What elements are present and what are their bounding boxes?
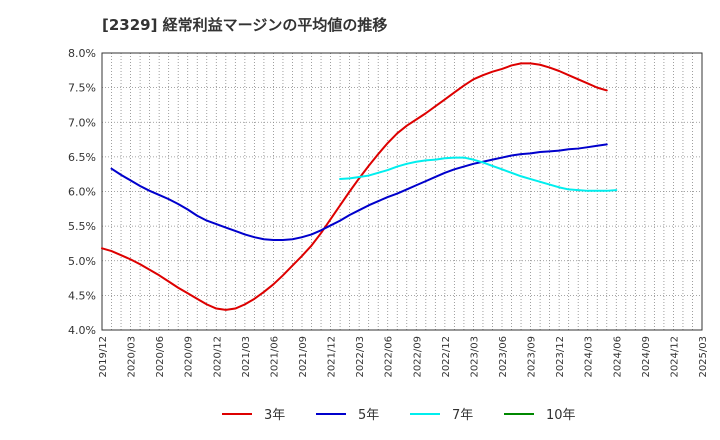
x-tick-label: 2025/03: [698, 336, 709, 378]
x-tick-label: 2023/06: [498, 336, 509, 378]
x-tick-label: 2022/03: [355, 336, 366, 378]
plot-border: [101, 52, 703, 331]
x-tick-label: 2022/06: [384, 336, 395, 378]
y-tick-label: 5.0%: [68, 255, 96, 268]
legend-label-2: 5年: [358, 408, 379, 423]
y-tick-label: 4.0%: [68, 324, 96, 337]
chart-title: [2329] 経常利益マージンの平均値の推移: [102, 16, 388, 34]
y-tick-label: 7.5%: [68, 82, 96, 95]
x-tick-label: 2023/09: [527, 336, 538, 378]
x-tick-label: 2021/09: [298, 336, 309, 378]
x-tick-label: 2023/12: [555, 336, 566, 378]
legend-label-1: 3年: [264, 408, 285, 423]
x-tick-label: 2024/09: [641, 336, 652, 378]
x-tick-label: 2021/12: [327, 336, 338, 378]
x-tick-label: 2020/09: [184, 336, 195, 378]
legend-label-3: 7年: [452, 408, 473, 423]
x-tick-label: 2024/06: [612, 336, 623, 378]
x-tick-label: 2022/09: [412, 336, 423, 378]
x-tick-label: 2019/12: [98, 336, 109, 378]
y-tick-label: 6.5%: [68, 151, 96, 164]
x-tick-label: 2023/03: [469, 336, 480, 378]
y-tick-label: 6.0%: [68, 186, 96, 199]
series-line-1: [101, 62, 608, 311]
legend-label-4: 10年: [546, 408, 576, 423]
y-tick-label: 5.5%: [68, 220, 96, 233]
x-tick-label: 2024/03: [584, 336, 595, 378]
series-line-3: [339, 156, 618, 192]
y-tick-label: 7.0%: [68, 116, 96, 129]
x-tick-label: 2021/03: [241, 336, 252, 378]
x-tick-label: 2021/06: [269, 336, 280, 378]
x-tick-label: 2020/06: [155, 336, 166, 378]
x-tick-label: 2024/12: [669, 336, 680, 378]
x-tick-label: 2020/03: [127, 336, 138, 378]
y-tick-label: 4.5%: [68, 289, 96, 302]
x-tick-label: 2022/12: [441, 336, 452, 378]
x-tick-label: 2020/12: [212, 336, 223, 378]
y-tick-label: 8.0%: [68, 47, 96, 60]
series-line-2: [110, 143, 608, 241]
